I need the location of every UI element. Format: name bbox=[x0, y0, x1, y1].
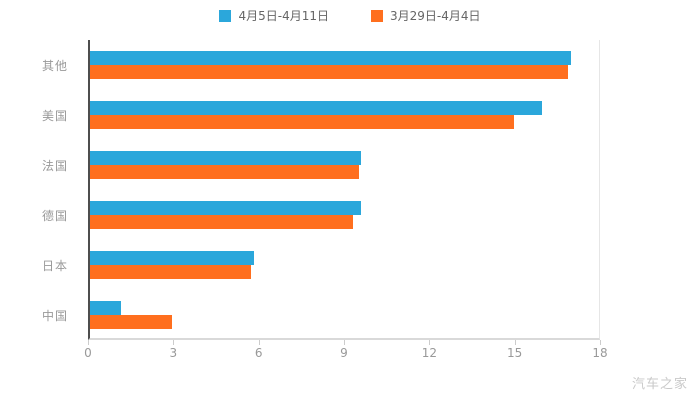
x-tick-label: 18 bbox=[592, 346, 608, 360]
x-tick-mark bbox=[600, 340, 601, 345]
x-tick-label: 6 bbox=[254, 346, 263, 360]
watermark-text: 汽车之家 bbox=[631, 377, 688, 392]
category-label: 德国 bbox=[42, 208, 69, 223]
chart-row: 中国 bbox=[42, 290, 599, 340]
bar-series2 bbox=[90, 65, 568, 79]
x-tick-label: 0 bbox=[84, 346, 92, 360]
x-tick-mark bbox=[514, 340, 516, 345]
chart-row: 美国 bbox=[42, 90, 599, 140]
chart-row: 法国 bbox=[42, 140, 599, 190]
x-tick-mark bbox=[173, 340, 175, 345]
chart-legend: 4月5日-4月11日 3月29日-4月4日 bbox=[0, 7, 700, 24]
chart-row: 日本 bbox=[42, 240, 599, 290]
x-tick-label: 15 bbox=[507, 346, 523, 360]
category-label: 美国 bbox=[42, 108, 69, 123]
legend-label: 3月29日-4月4日 bbox=[390, 9, 481, 23]
legend-item-series1: 4月5日-4月11日 bbox=[219, 7, 329, 24]
bar-series1 bbox=[90, 301, 122, 315]
bar-series1 bbox=[90, 251, 254, 265]
x-tick-label: 9 bbox=[340, 346, 348, 360]
category-label: 中国 bbox=[42, 308, 69, 323]
x-tick-label: 3 bbox=[169, 346, 178, 360]
category-label: 其他 bbox=[42, 58, 69, 73]
bar-series2 bbox=[90, 265, 252, 279]
chart-row: 其他 bbox=[42, 40, 599, 90]
legend-label: 4月5日-4月11日 bbox=[238, 9, 329, 23]
legend-swatch-icon bbox=[371, 9, 383, 22]
x-tick-mark bbox=[429, 340, 431, 345]
bar-series1 bbox=[90, 101, 543, 115]
bar-series1 bbox=[90, 51, 571, 65]
x-axis: 0 3 6 9 12 15 18 bbox=[84, 340, 608, 362]
legend-swatch-icon bbox=[219, 9, 232, 22]
category-label: 日本 bbox=[42, 258, 69, 273]
chart-row: 德国 bbox=[42, 190, 599, 240]
bar-series1 bbox=[90, 151, 362, 165]
category-label: 法国 bbox=[42, 158, 69, 173]
x-tick-mark bbox=[88, 340, 89, 345]
bar-series2 bbox=[90, 315, 172, 329]
x-tick-label: 12 bbox=[421, 346, 437, 360]
x-tick-mark bbox=[258, 340, 260, 345]
legend-item-series2: 3月29日-4月4日 bbox=[371, 7, 481, 24]
plot-area: 其他美国法国德国日本中国 bbox=[42, 40, 600, 340]
bar-series1 bbox=[90, 201, 362, 215]
bar-series2 bbox=[90, 115, 515, 129]
x-tick-mark bbox=[344, 340, 345, 345]
bar-series2 bbox=[90, 215, 353, 229]
bar-series2 bbox=[90, 165, 359, 179]
